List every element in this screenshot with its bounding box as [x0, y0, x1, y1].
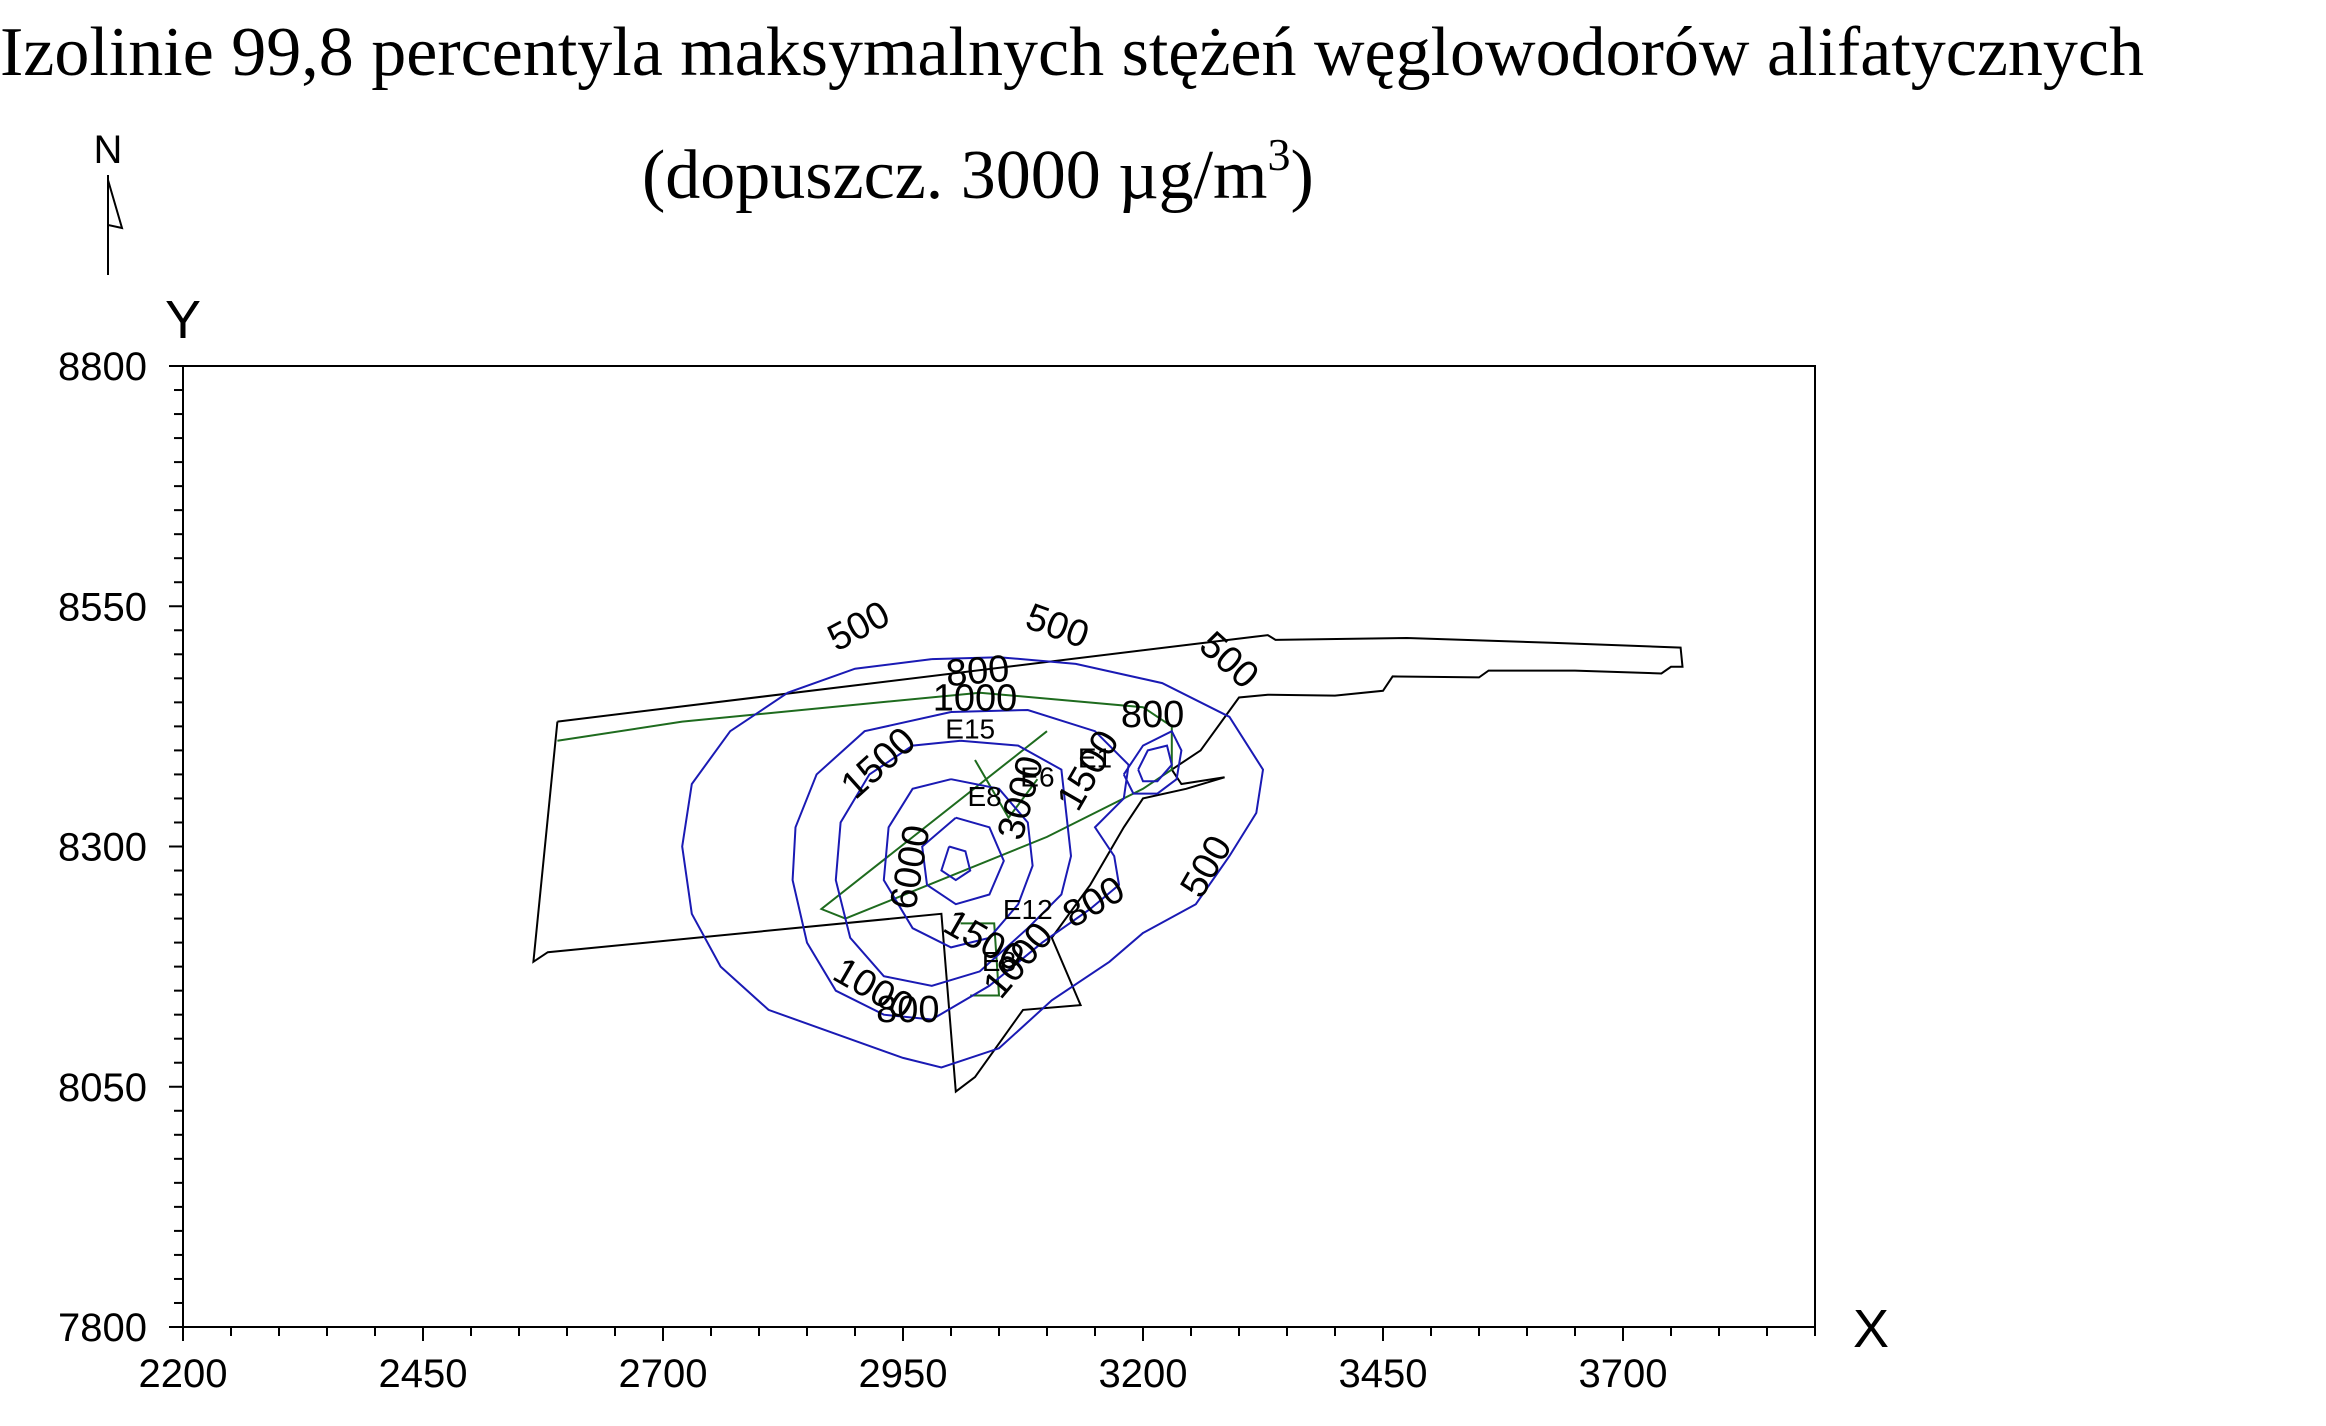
- chart-title-line2: (dopuszcz. 3000 µg/m3): [642, 110, 1314, 221]
- y-axis-label: Y: [165, 290, 201, 350]
- y-tick-label: 8050: [58, 1066, 147, 1110]
- contour-label: 500: [1191, 624, 1266, 698]
- x-tick-label: 3200: [1099, 1352, 1188, 1396]
- y-tick-label: 8800: [58, 345, 147, 389]
- contour-labels: 500 500 5005008001000150080080010008001500…: [821, 593, 1266, 1031]
- contour-label: 500: [1173, 829, 1241, 905]
- chart-title-line1: Izolinie 99,8 percentyla maksymalnych st…: [0, 14, 2144, 91]
- x-tick-label: 2200: [139, 1352, 228, 1396]
- source-label: E8: [982, 946, 1016, 977]
- contour-label: 800: [1056, 868, 1132, 936]
- source-label: E6: [1020, 762, 1054, 793]
- chart-title-line2-text: (dopuszcz. 3000 µg/m: [642, 137, 1268, 214]
- source-label: E8: [967, 781, 1001, 812]
- x-axis-label: X: [1853, 1299, 1889, 1359]
- contour-6000: [940, 845, 972, 882]
- contour-label: 800: [1121, 694, 1184, 736]
- source-label: E1: [1078, 742, 1112, 773]
- north-label: N: [94, 128, 123, 172]
- source-area-line: [557, 691, 1173, 920]
- source-area-line: [960, 922, 1001, 997]
- contour-label: 800: [876, 989, 939, 1031]
- contour-label: 1000: [933, 677, 1018, 719]
- source-labels: E15 E8 E6 E1 E12 E8: [945, 714, 1112, 978]
- x-tick-label: 2450: [379, 1352, 468, 1396]
- contour-1500: [882, 778, 1034, 949]
- north-arrow-icon: N: [94, 128, 124, 275]
- site-boundary-line: [532, 634, 1684, 1094]
- source-label: E12: [1003, 894, 1053, 925]
- contour-1000: [834, 739, 1073, 987]
- contour-label: 500: [1020, 596, 1094, 657]
- y-tick-label: 7800: [58, 1306, 147, 1350]
- contour-label: 800: [944, 648, 1011, 695]
- x-tick-label: 3700: [1579, 1352, 1668, 1396]
- contour-800: [1122, 729, 1183, 795]
- chart-title-superscript: 3: [1267, 129, 1291, 180]
- chart-title-line2-suffix: ): [1290, 137, 1314, 214]
- plot-frame: [182, 365, 1816, 1328]
- contour-3000: [921, 816, 1005, 906]
- source-label: E15: [945, 714, 995, 745]
- site-boundary: [532, 634, 1684, 1094]
- contour-800: [791, 708, 1130, 1021]
- x-tick-label: 2700: [619, 1352, 708, 1396]
- contour-500: [681, 656, 1265, 1069]
- y-tick-label: 8300: [58, 826, 147, 870]
- chart-axes: 2200 2450 2700 2950 3200 3450 3700 7800 8050 8300…: [58, 290, 1889, 1396]
- contour-label: 6000: [883, 822, 939, 913]
- y-tick-label: 8550: [58, 585, 147, 629]
- source-area-line: [974, 759, 1039, 820]
- source-areas: [557, 691, 1173, 997]
- contour-lines: [681, 656, 1265, 1069]
- contour-label: 500: [821, 593, 897, 660]
- contour-1500: [1137, 744, 1173, 783]
- x-tick-label: 3450: [1339, 1352, 1428, 1396]
- x-tick-label: 2950: [859, 1352, 948, 1396]
